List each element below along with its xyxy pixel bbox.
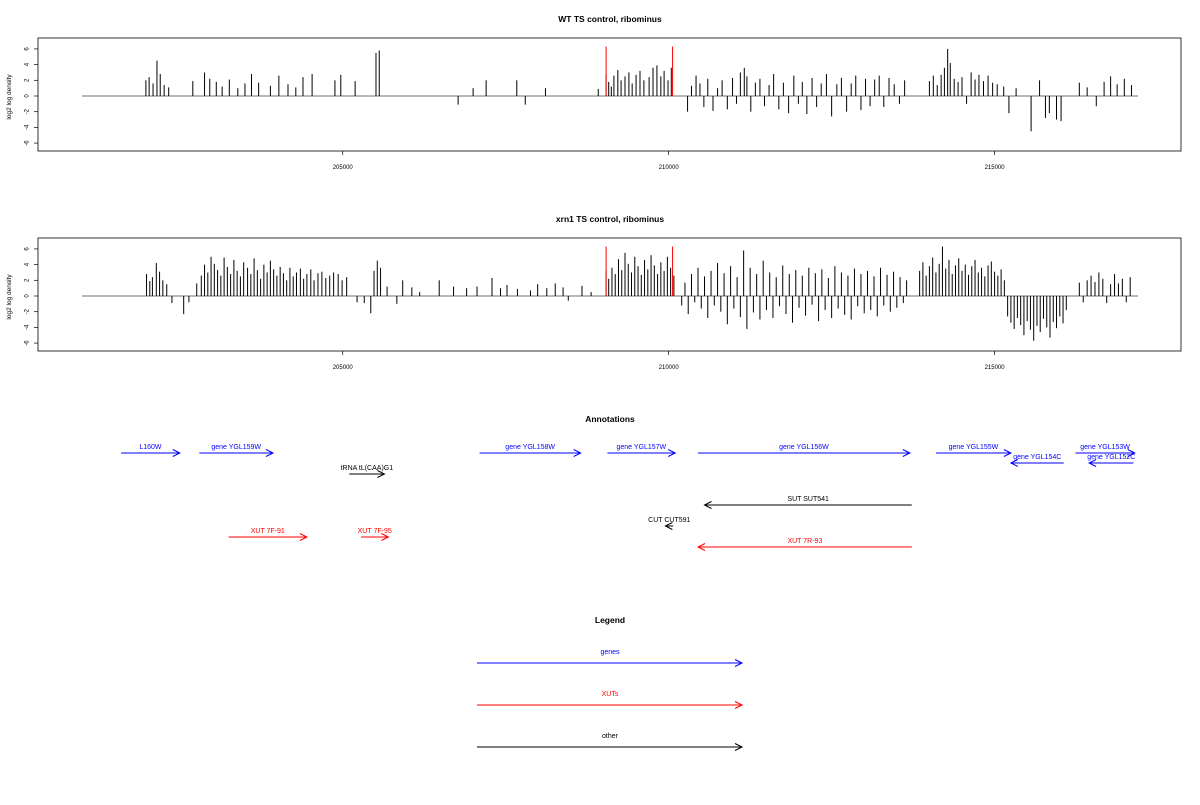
legend-title: Legend (595, 615, 625, 625)
annotation-feature: XUT 7R-93 (696, 538, 912, 551)
legend-label: XUTs (602, 691, 619, 698)
annotation-feature: gene YGL152C (1087, 454, 1135, 467)
legend: genes XUTs other (477, 649, 744, 751)
ytick-label: -4 (25, 324, 31, 330)
panel2-title: xrn1 TS control, ribominus (556, 214, 664, 224)
xtick-label: 215000 (985, 165, 1006, 171)
panel2-yaxis: -6 -4 -2 0 2 4 6 (25, 247, 38, 346)
panel1-title: WT TS control, ribominus (558, 14, 662, 24)
panel2-ylabel: log2 log density (6, 274, 13, 320)
feature-label: XUT 7F-91 (251, 528, 285, 535)
ytick-label: 0 (25, 294, 31, 298)
panel2-xaxis: 205000 210000 215000 (333, 351, 1006, 371)
arrowhead-icon (299, 533, 309, 541)
annotation-feature: tRNA tL(CAA)G1 (341, 465, 394, 478)
feature-label: L160W (139, 444, 162, 451)
legend-label: genes (600, 649, 620, 656)
panel1-bars (82, 46, 1138, 132)
ytick-label: 4 (25, 62, 31, 66)
feature-label: XUT 7R-93 (787, 538, 822, 545)
legend-item: XUTs (477, 691, 744, 709)
feature-label: gene YGL158W (505, 444, 555, 451)
xtick-label: 210000 (659, 165, 680, 171)
feature-label: gene YGL156W (779, 444, 829, 451)
arrowhead-icon (734, 743, 744, 751)
arrowhead-icon (902, 449, 911, 457)
arrowhead-icon (664, 522, 673, 530)
panel1-yaxis: -6 -4 -2 0 2 4 6 (25, 47, 38, 146)
xtick-label: 215000 (985, 365, 1006, 371)
xtick-label: 210000 (659, 365, 680, 371)
legend-item: other (477, 733, 744, 751)
annotation-feature: gene YGL155W (935, 444, 1013, 457)
annotation-feature: gene YGL159W (199, 444, 275, 457)
annotation-feature: XUT 7F-95 (358, 528, 392, 541)
ytick-label: -4 (25, 124, 31, 130)
legend-label: other (602, 733, 619, 740)
annotation-feature: gene YGL154C (1009, 454, 1064, 467)
arrowhead-icon (1127, 449, 1136, 457)
panel1-ylabel: log2 log density (6, 74, 13, 120)
panel2-bars (82, 246, 1138, 341)
ytick-label: 6 (25, 47, 31, 51)
arrowhead-icon (667, 449, 677, 457)
feature-label: gene YGL152C (1087, 454, 1135, 461)
arrowhead-icon (377, 470, 386, 478)
arrowhead-icon (734, 701, 744, 709)
ytick-label: 2 (25, 278, 31, 282)
annotations-title: Annotations (585, 414, 635, 424)
panel2-frame (37, 237, 1182, 352)
feature-label: SUT SUT541 (787, 496, 829, 503)
legend-item: genes (477, 649, 744, 667)
xtick-label: 205000 (333, 165, 354, 171)
annotation-feature: CUT CUT591 (648, 517, 691, 530)
arrowhead-icon (1087, 459, 1097, 467)
annotation-feature: gene YGL156W (698, 444, 911, 457)
annotation-feature: gene YGL157W (607, 444, 677, 457)
ytick-label: -6 (25, 340, 31, 346)
feature-label: gene YGL157W (616, 444, 666, 451)
annotation-feature: XUT 7F-91 (228, 528, 309, 541)
feature-label: gene YGL155W (949, 444, 999, 451)
ytick-label: 4 (25, 262, 31, 266)
arrowhead-icon (1009, 459, 1019, 467)
ytick-label: -2 (25, 308, 31, 314)
annotation-feature: gene YGL158W (479, 444, 582, 457)
xtick-label: 205000 (333, 365, 354, 371)
feature-label: gene YGL153W (1080, 444, 1130, 451)
feature-label: gene YGL159W (211, 444, 261, 451)
panel1-frame (37, 37, 1182, 152)
annotation-features: L160W gene YGL159W tRNA tL(CAA)G1 gene YGL1… (121, 444, 1136, 551)
ytick-label: 6 (25, 247, 31, 251)
feature-label: gene YGL154C (1013, 454, 1061, 461)
arrowhead-icon (1003, 449, 1013, 457)
feature-label: XUT 7F-95 (358, 528, 392, 535)
arrowhead-icon (734, 659, 744, 667)
annotation-feature: SUT SUT541 (703, 496, 912, 509)
arrowhead-icon (573, 449, 582, 457)
ytick-label: 0 (25, 94, 31, 98)
ytick-label: -6 (25, 140, 31, 146)
arrowhead-icon (381, 533, 390, 541)
ytick-label: 2 (25, 78, 31, 82)
ytick-label: -2 (25, 108, 31, 114)
panel1-xaxis: 205000 210000 215000 (333, 151, 1006, 171)
annotation-feature: L160W (121, 444, 181, 457)
arrowhead-icon (703, 501, 712, 509)
arrowhead-icon (172, 449, 181, 457)
arrowhead-icon (265, 449, 275, 457)
feature-label: tRNA tL(CAA)G1 (341, 465, 394, 472)
annotation-feature: gene YGL153W (1075, 444, 1136, 457)
arrowhead-icon (696, 543, 706, 551)
feature-label: CUT CUT591 (648, 517, 690, 524)
